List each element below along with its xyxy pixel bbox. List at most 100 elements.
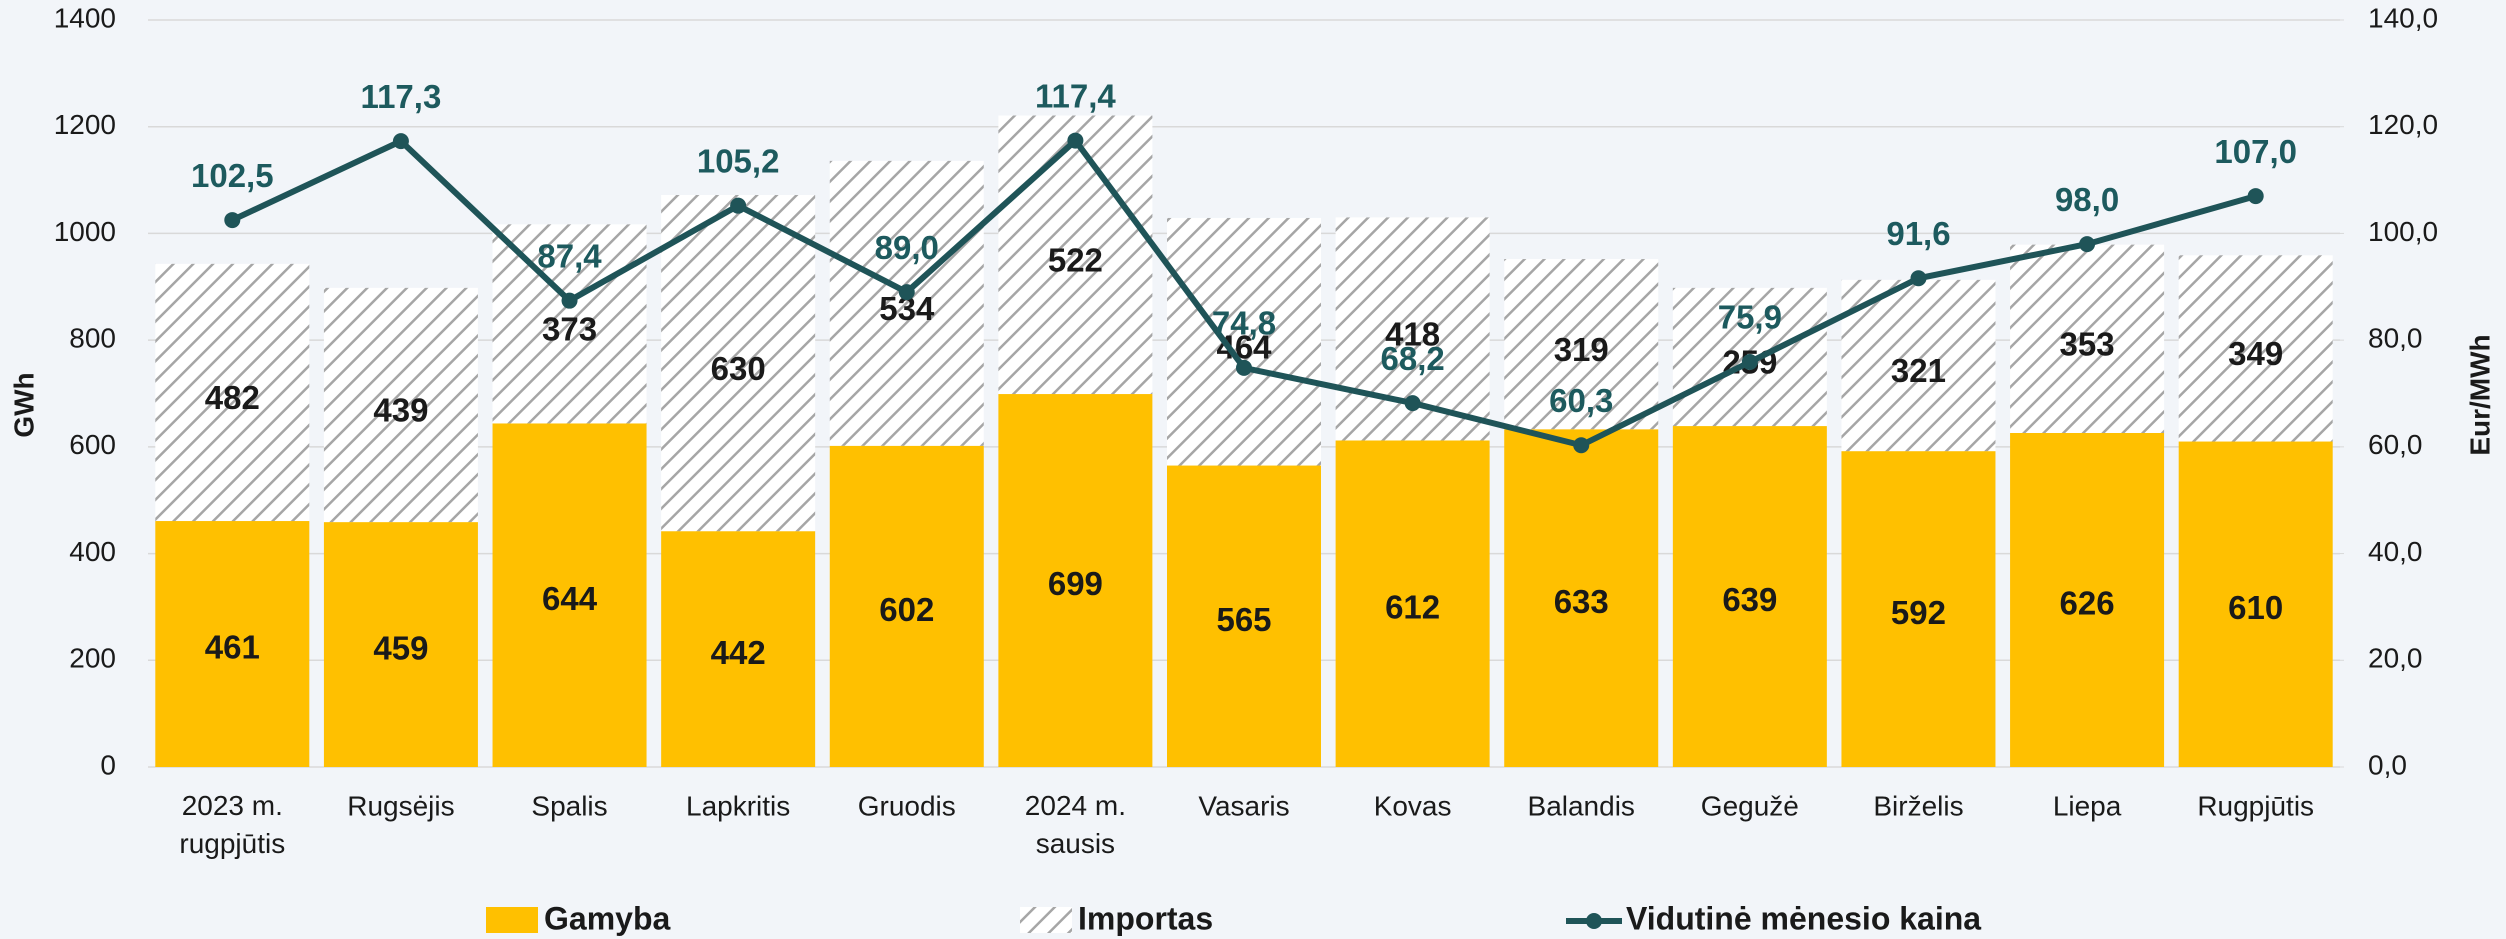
bar-gamyba: [1167, 465, 1321, 767]
price-label: 75,9: [1718, 299, 1782, 336]
x-tick-label: Balandis: [1528, 790, 1635, 821]
price-point: [730, 197, 747, 214]
data-label: 482: [205, 379, 260, 416]
price-label: 107,0: [2214, 133, 2297, 170]
y-tick-label: 1400: [54, 2, 116, 33]
data-label: 319: [1554, 331, 1609, 368]
data-label: 459: [373, 629, 428, 666]
bar-gamyba: [1841, 451, 1996, 767]
bar-importas: [1504, 259, 1659, 430]
data-label: 522: [1048, 241, 1103, 278]
data-label: 612: [1385, 588, 1440, 625]
y2-tick-label: 140,0: [2368, 2, 2438, 33]
data-label: 592: [1891, 594, 1946, 631]
price-label: 60,3: [1549, 382, 1613, 419]
price-label: 74,8: [1212, 305, 1276, 342]
x-tick-label: Vasaris: [1198, 790, 1289, 821]
bar-gamyba: [323, 522, 478, 767]
x-tick-label: 2024 m. sausis: [1025, 790, 1126, 859]
x-tick-label: Spalis: [531, 790, 607, 821]
price-point: [392, 133, 409, 150]
y2-tick-label: 60,0: [2368, 429, 2423, 460]
price-label: 102,5: [191, 157, 274, 194]
data-label: 349: [2228, 335, 2283, 372]
legend-label: Importas: [1078, 900, 1213, 936]
data-label: 633: [1554, 583, 1609, 620]
bar-gamyba: [829, 445, 984, 767]
price-label: 105,2: [697, 142, 780, 179]
bar-gamyba: [1672, 426, 1827, 767]
legend-swatch: [1020, 907, 1072, 933]
bar-importas: [998, 115, 1153, 395]
price-label: 91,6: [1886, 215, 1950, 252]
y2-tick-label: 0,0: [2368, 749, 2407, 780]
legend-label: Vidutinė mėnesio kaina: [1626, 900, 1981, 936]
y-tick-label: 200: [69, 643, 116, 674]
bar-gamyba: [1335, 440, 1490, 767]
data-label: 321: [1891, 352, 1946, 389]
price-point: [1573, 437, 1590, 454]
y-tick-label: 0: [100, 749, 116, 780]
y2-tick-label: 100,0: [2368, 216, 2438, 247]
price-point: [898, 284, 915, 301]
y-tick-label: 1200: [54, 109, 116, 140]
x-tick-label: Lapkritis: [686, 790, 790, 821]
x-tick-label: Liepa: [2053, 790, 2122, 821]
data-label: 626: [2060, 585, 2115, 622]
bar-importas: [1167, 217, 1321, 466]
price-point: [1741, 354, 1758, 371]
x-tick-label: Gruodis: [858, 790, 956, 821]
data-label: 639: [1722, 581, 1777, 618]
y-tick-label: 600: [69, 429, 116, 460]
bar-importas: [829, 160, 984, 446]
bar-gamyba: [1504, 429, 1659, 767]
x-tick-label: Rugsėjis: [347, 790, 454, 821]
data-label: 630: [711, 350, 766, 387]
price-label: 98,0: [2055, 181, 2119, 218]
data-label: 699: [1048, 565, 1103, 602]
legend-swatch: [1586, 913, 1602, 929]
price-point: [1067, 132, 1084, 149]
y-tick-label: 1000: [54, 216, 116, 247]
bar-importas: [492, 224, 647, 424]
price-label: 89,0: [875, 229, 939, 266]
data-label: 439: [373, 392, 428, 429]
x-tick-label: Rugpjūtis: [2197, 790, 2314, 821]
data-label: 461: [205, 629, 260, 666]
y2-tick-label: 20,0: [2368, 643, 2423, 674]
price-point: [224, 212, 241, 229]
price-point: [561, 292, 578, 309]
y2-tick-label: 40,0: [2368, 536, 2423, 567]
bar-importas: [2178, 255, 2333, 442]
bar-importas: [2010, 244, 2165, 433]
y-tick-label: 400: [69, 536, 116, 567]
y-axis-label: GWh: [8, 372, 39, 437]
price-point: [2247, 188, 2264, 205]
price-label: 117,3: [361, 78, 442, 115]
price-label: 117,4: [1035, 77, 1116, 114]
data-label: 442: [711, 634, 766, 671]
bar-importas: [323, 287, 478, 523]
y2-tick-label: 80,0: [2368, 323, 2423, 354]
price-point: [1910, 270, 1927, 287]
data-label: 418: [1385, 316, 1440, 353]
bar-gamyba: [661, 531, 816, 767]
x-tick-label: 2023 m. rugpjūtis: [179, 790, 285, 859]
price-point: [1404, 395, 1421, 412]
data-label: 565: [1216, 601, 1271, 638]
y2-axis-label: Eur/MWh: [2464, 334, 2495, 455]
bar-importas: [661, 195, 816, 532]
x-tick-label: Kovas: [1374, 790, 1452, 821]
price-label: 68,2: [1380, 340, 1444, 377]
bar-importas: [1841, 279, 1996, 452]
price-point: [1236, 359, 1252, 376]
bar-importas: [155, 263, 310, 522]
legend-label: Gamyba: [544, 900, 670, 936]
x-tick-label: Birželis: [1873, 790, 1963, 821]
y-tick-label: 800: [69, 323, 116, 354]
x-tick-label: Gegužė: [1701, 790, 1799, 821]
bar-gamyba: [492, 423, 647, 767]
bar-gamyba: [2178, 441, 2333, 767]
data-label: 373: [542, 311, 597, 348]
price-point: [2079, 236, 2096, 253]
